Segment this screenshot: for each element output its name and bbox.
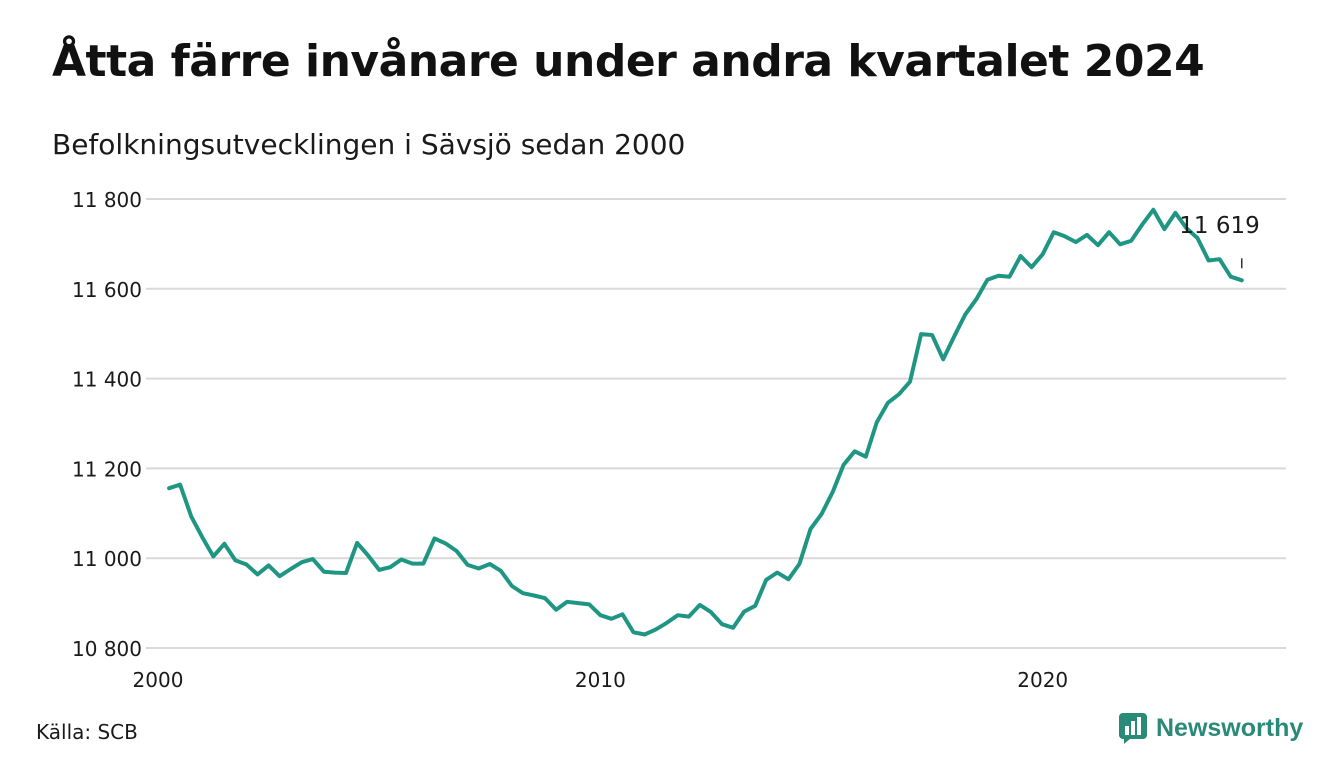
brand-logo: Newsworthy	[1118, 712, 1303, 744]
x-axis-ticks: 2000 2010 2020	[133, 668, 1069, 692]
chart-subtitle: Befolkningsutvecklingen i Sävsjö sedan 2…	[52, 128, 686, 161]
y-tick-label: 11 400	[72, 368, 142, 392]
source-note: Källa: SCB	[36, 720, 138, 744]
end-annotation: 11 619	[1179, 213, 1260, 269]
x-tick-label: 2020	[1017, 668, 1068, 692]
x-tick-label: 2000	[133, 668, 184, 692]
y-tick-label: 11 600	[72, 278, 142, 302]
line-chart: 10 800 11 000 11 200 11 400 11 600 11 800 200…	[72, 188, 1286, 692]
newsworthy-logo-icon	[1119, 713, 1147, 744]
y-tick-label: 10 800	[72, 637, 142, 661]
gridlines	[146, 198, 1286, 649]
x-tick-label: 2010	[575, 668, 626, 692]
y-tick-label: 11 800	[72, 188, 142, 212]
end-value-label: 11 619	[1179, 213, 1259, 239]
chart-title: Åtta färre invånare under andra kvartale…	[52, 36, 1205, 87]
population-line	[167, 207, 1244, 637]
y-tick-label: 11 000	[72, 547, 142, 571]
y-tick-label: 11 200	[72, 457, 142, 481]
y-axis-ticks: 10 800 11 000 11 200 11 400 11 600 11 800	[72, 188, 142, 661]
brand-name: Newsworthy	[1156, 713, 1304, 742]
